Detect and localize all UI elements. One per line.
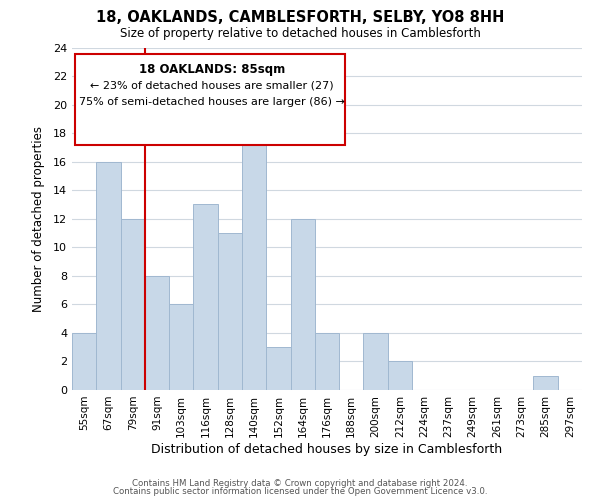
Bar [533, 376, 558, 390]
Text: Size of property relative to detached houses in Camblesforth: Size of property relative to detached ho… [119, 28, 481, 40]
Bar [218, 233, 242, 390]
Bar [121, 219, 145, 390]
Text: 18 OAKLANDS: 85sqm: 18 OAKLANDS: 85sqm [139, 63, 286, 76]
Text: Contains public sector information licensed under the Open Government Licence v3: Contains public sector information licen… [113, 487, 487, 496]
Text: Contains HM Land Registry data © Crown copyright and database right 2024.: Contains HM Land Registry data © Crown c… [132, 478, 468, 488]
Bar [72, 333, 96, 390]
Text: 18, OAKLANDS, CAMBLESFORTH, SELBY, YO8 8HH: 18, OAKLANDS, CAMBLESFORTH, SELBY, YO8 8… [96, 10, 504, 25]
X-axis label: Distribution of detached houses by size in Camblesforth: Distribution of detached houses by size … [151, 442, 503, 456]
Bar [388, 362, 412, 390]
Text: 75% of semi-detached houses are larger (86) →: 75% of semi-detached houses are larger (… [79, 97, 345, 107]
Bar [266, 347, 290, 390]
Y-axis label: Number of detached properties: Number of detached properties [32, 126, 44, 312]
Bar [315, 333, 339, 390]
Text: ← 23% of detached houses are smaller (27): ← 23% of detached houses are smaller (27… [91, 80, 334, 90]
Bar [96, 162, 121, 390]
Bar [145, 276, 169, 390]
Bar [364, 333, 388, 390]
Bar [169, 304, 193, 390]
Bar [290, 219, 315, 390]
Bar [242, 104, 266, 390]
Bar [193, 204, 218, 390]
FancyBboxPatch shape [74, 54, 345, 145]
